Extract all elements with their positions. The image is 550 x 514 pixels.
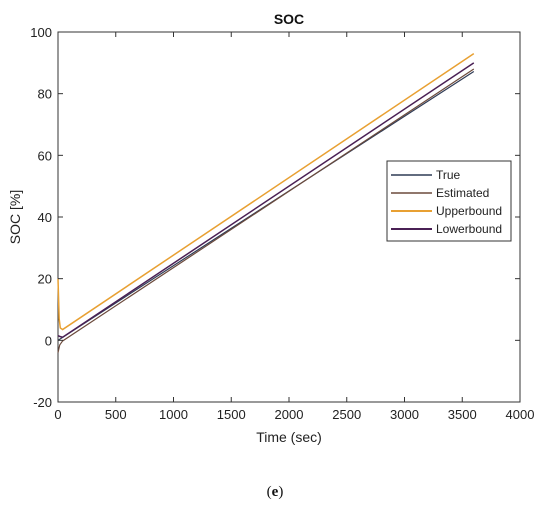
x-tick-label: 500 — [105, 407, 127, 422]
x-tick-label: 1000 — [159, 407, 188, 422]
x-tick-label: 2500 — [332, 407, 361, 422]
y-tick-label: 80 — [38, 87, 52, 102]
x-tick-label: 3500 — [448, 407, 477, 422]
y-tick-label: -20 — [33, 395, 52, 410]
legend: True Estimated Upperbound Lowerbound — [386, 160, 512, 242]
x-tick-label: 0 — [54, 407, 61, 422]
series-layer — [57, 52, 475, 353]
legend-label-true: True — [436, 168, 461, 182]
series-line-upperbound — [57, 52, 475, 331]
caption-open: ( — [267, 484, 272, 500]
y-tick-label: 40 — [38, 210, 52, 225]
x-tick-label: 2000 — [275, 407, 304, 422]
caption-letter: e — [272, 484, 279, 500]
legend-label-lowerbound: Lowerbound — [436, 222, 502, 236]
caption-close: ) — [278, 484, 283, 500]
figure-caption: (e) — [267, 484, 284, 500]
legend-label-estimated: Estimated — [436, 186, 489, 200]
chart-title: SOC — [274, 11, 304, 27]
series-line-lowerbound — [57, 62, 475, 339]
x-axis-label: Time (sec) — [256, 429, 322, 445]
legend-label-upperbound: Upperbound — [436, 204, 502, 218]
x-tick-label: 4000 — [506, 407, 535, 422]
y-tick-label: 100 — [30, 25, 52, 40]
x-tick-label: 1500 — [217, 407, 246, 422]
x-tick-label: 3000 — [390, 407, 419, 422]
y-axis-label: SOC [%] — [7, 190, 23, 244]
series-line-estimated — [57, 68, 475, 353]
y-tick-label: 20 — [38, 272, 52, 287]
y-tick-label: 0 — [45, 333, 52, 348]
tick-layer: 0 500 1000 1500 2000 2500 3000 3500 4000-2002040… — [30, 25, 534, 422]
y-tick-label: 60 — [38, 148, 52, 163]
